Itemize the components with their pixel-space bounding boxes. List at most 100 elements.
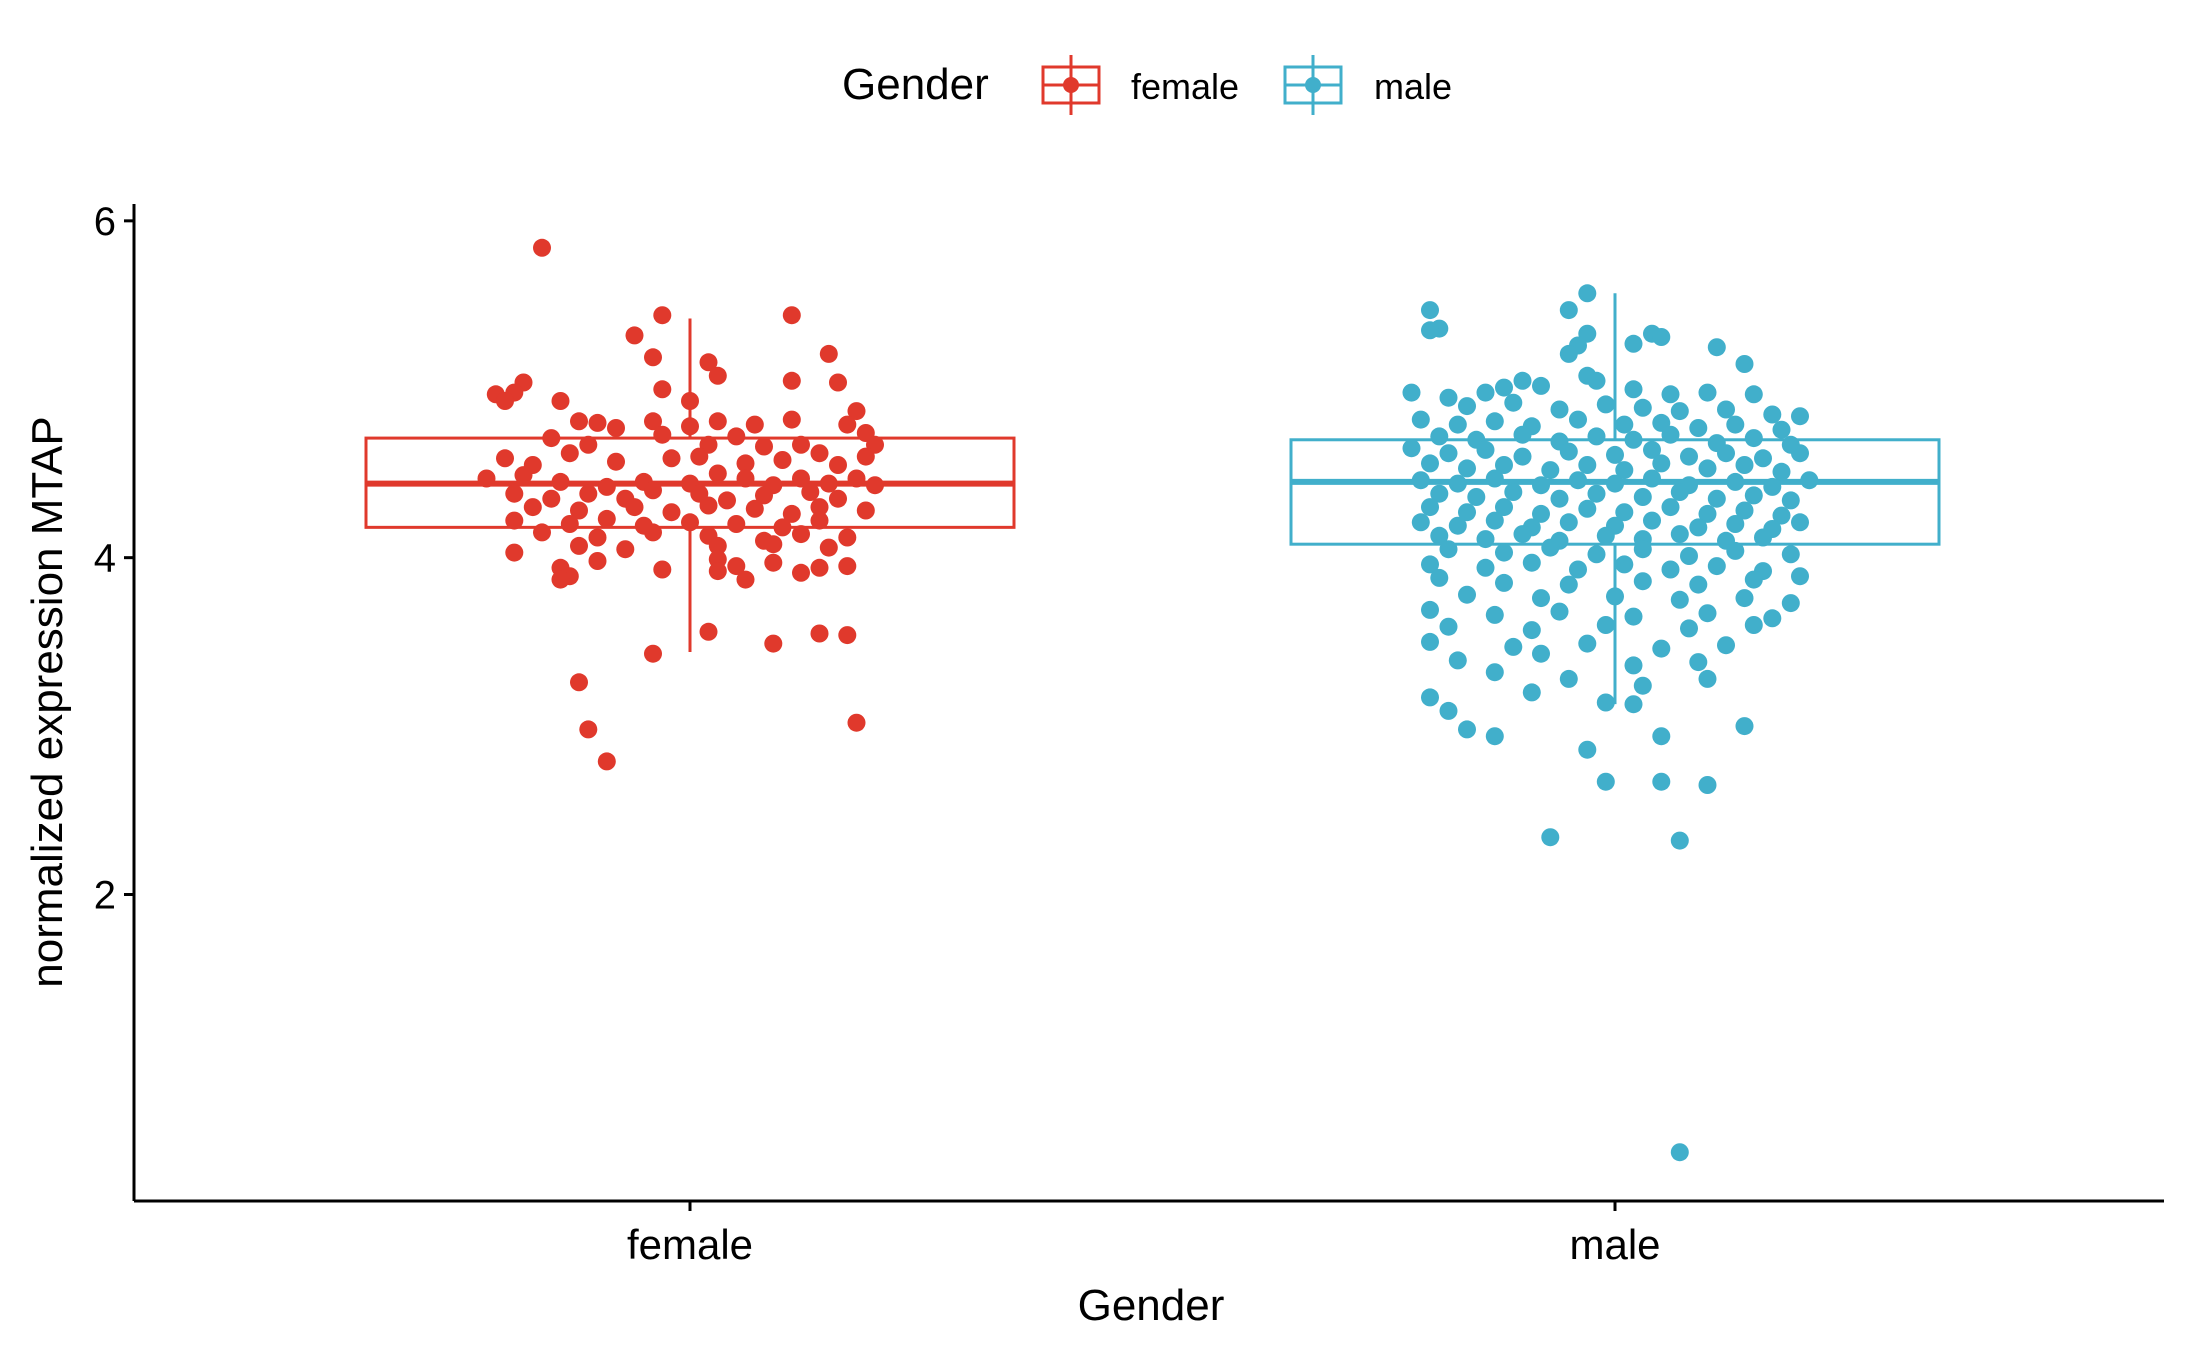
data-point — [1541, 461, 1560, 480]
data-point — [1458, 720, 1476, 739]
x-tick-label: female — [627, 1221, 753, 1268]
data-point — [1624, 607, 1643, 626]
data-point — [1791, 444, 1809, 463]
data-point — [607, 419, 625, 437]
data-point — [1717, 636, 1735, 655]
data-point — [708, 562, 727, 581]
data-point — [523, 498, 542, 517]
data-point — [1670, 402, 1689, 421]
data-point — [1458, 397, 1476, 416]
data-point — [514, 466, 533, 485]
data-point — [1643, 440, 1661, 459]
data-point — [1606, 587, 1624, 606]
data-point — [1448, 651, 1467, 670]
data-point — [1726, 541, 1745, 560]
data-point — [625, 498, 644, 517]
data-point — [1596, 693, 1615, 712]
x-axis-ticks: female male — [627, 1201, 1661, 1268]
data-point — [1421, 632, 1439, 651]
data-point — [1717, 400, 1735, 419]
points-female — [477, 238, 884, 771]
data-point — [819, 474, 838, 493]
data-point — [570, 412, 588, 431]
data-point — [551, 392, 570, 410]
data-point — [1421, 555, 1439, 574]
data-point — [551, 472, 570, 491]
y-tick-label: 6 — [94, 200, 116, 244]
data-point — [1448, 474, 1467, 493]
data-point — [1661, 385, 1680, 404]
data-point — [597, 477, 616, 496]
data-point — [1402, 383, 1421, 402]
data-point — [1448, 415, 1467, 434]
data-point — [653, 425, 672, 444]
data-point — [736, 454, 755, 473]
data-point — [1532, 504, 1550, 523]
x-axis-title: Gender — [1078, 1281, 1225, 1330]
data-point — [1735, 456, 1754, 474]
data-point — [560, 444, 579, 463]
data-point — [1578, 284, 1597, 303]
data-point — [681, 392, 699, 410]
data-point — [1670, 1143, 1689, 1162]
data-point — [1495, 543, 1513, 562]
data-point — [1624, 430, 1643, 449]
data-point — [718, 491, 736, 510]
data-point — [1421, 600, 1439, 619]
data-point — [1550, 400, 1569, 419]
data-point — [1698, 459, 1717, 478]
data-point — [1633, 676, 1652, 695]
data-point — [588, 552, 607, 570]
data-point — [1439, 617, 1458, 636]
data-point — [764, 535, 783, 554]
data-point — [505, 543, 524, 562]
data-point — [1532, 476, 1550, 495]
data-point — [819, 538, 838, 557]
data-point — [1467, 488, 1486, 506]
data-point — [764, 634, 783, 653]
data-point — [1522, 553, 1541, 572]
data-point — [1661, 425, 1680, 444]
data-point — [1698, 776, 1717, 794]
data-point — [1726, 515, 1745, 533]
data-point — [1680, 547, 1698, 565]
data-point — [1744, 429, 1763, 448]
data-point — [727, 557, 746, 576]
data-point — [819, 344, 838, 363]
data-point — [829, 373, 847, 392]
data-point — [1439, 388, 1458, 407]
data-point — [736, 570, 755, 589]
legend-title: Gender — [842, 60, 989, 109]
box-group-male — [1289, 293, 1941, 705]
data-point — [1504, 637, 1523, 656]
data-point — [1439, 540, 1458, 559]
data-point — [579, 435, 598, 454]
data-point — [1596, 395, 1615, 414]
legend-label-female: female — [1131, 66, 1239, 107]
data-point — [745, 499, 764, 518]
data-point — [1624, 656, 1643, 675]
data-point — [1559, 669, 1578, 688]
data-point — [1633, 540, 1652, 559]
data-point — [727, 427, 746, 446]
data-point — [1430, 568, 1449, 587]
data-point — [1476, 558, 1495, 577]
data-point — [1754, 528, 1772, 547]
data-point — [699, 496, 718, 515]
x-tick-label: male — [1569, 1221, 1660, 1268]
data-point — [1458, 459, 1476, 478]
data-point — [579, 484, 598, 503]
data-point — [708, 464, 727, 483]
data-point — [708, 536, 727, 555]
data-point — [1615, 555, 1634, 574]
data-point — [782, 306, 801, 325]
data-point — [644, 348, 662, 367]
data-point — [1689, 518, 1708, 537]
data-point — [625, 326, 644, 345]
data-point — [570, 501, 588, 520]
data-point — [1763, 609, 1782, 628]
data-point — [644, 644, 662, 663]
data-point — [1643, 469, 1661, 488]
data-point — [1652, 454, 1671, 473]
data-point — [1744, 616, 1763, 634]
